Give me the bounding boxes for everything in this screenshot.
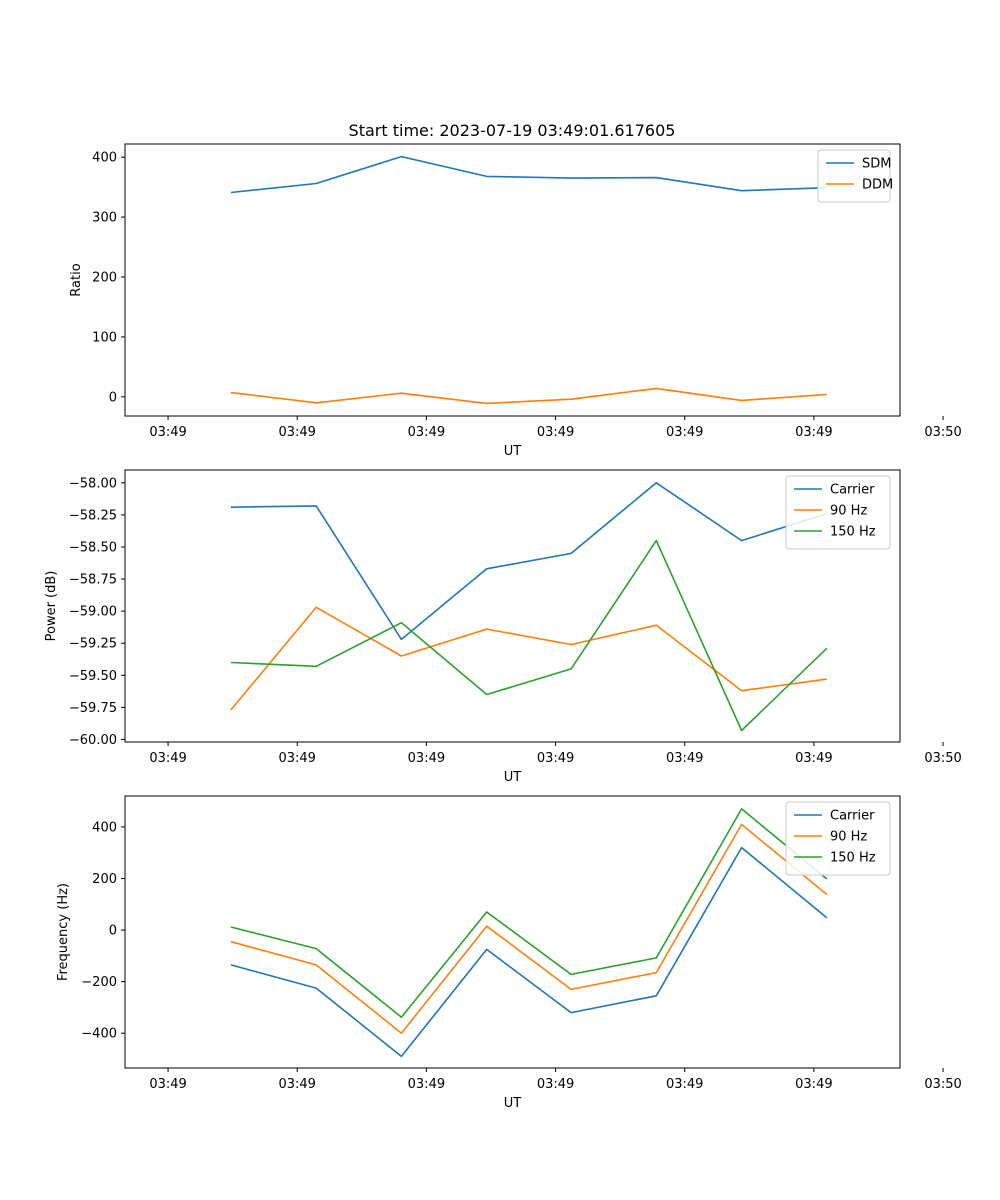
x-tick-label: 03:49 [795,751,832,766]
y-tick-label: −60.00 [69,733,117,748]
series-line-90-hz [230,606,827,711]
y-tick-label: 200 [92,271,117,286]
x-tick-label: 03:49 [149,751,186,766]
x-tick-label: 03:49 [149,425,186,440]
x-tick-label: 03:49 [537,425,574,440]
legend-label: 90 Hz [830,504,867,519]
legend: Carrier 90 Hz 150 Hz [785,475,891,550]
x-tick-label: 03:50 [924,751,961,766]
y-tick-label: −58.75 [69,573,117,588]
axes-frame [124,143,901,417]
series-line-150-hz [230,808,828,1019]
series-line-carrier [230,846,828,1058]
x-tick-label: 03:49 [795,425,832,440]
y-tick-label: 200 [92,872,117,887]
x-tick-label: 03:49 [537,751,574,766]
legend-label: 150 Hz [830,525,876,540]
x-tick-label: 03:49 [149,1077,186,1092]
axes-frame [124,795,901,1069]
y-tick-label: −59.25 [69,637,117,652]
panel-3: −400 −200 0 200 400 03:49 03:49 03:49 03:49 03:49… [56,795,962,1111]
panel-2: −60.00 −59.75 −59.50 −59.25 −59.00 −58.75 −58.… [44,469,962,785]
y-tick-label: 400 [92,820,117,835]
x-axis-label: UT [504,770,522,785]
x-tick-label: 03:49 [666,751,703,766]
y-tick-label: −200 [81,975,117,990]
y-tick-label: 100 [92,330,117,345]
legend-label: 90 Hz [830,830,867,845]
x-tick-label: 03:49 [408,425,445,440]
legend-label: DDM [862,178,893,193]
y-axis-label: Power (dB) [44,571,59,642]
legend: Carrier 90 Hz 150 Hz [785,801,891,876]
y-tick-label: −59.00 [69,605,117,620]
x-tick-label: 03:49 [537,1077,574,1092]
x-tick-label: 03:49 [795,1077,832,1092]
figure-title: Start time: 2023-07-19 03:49:01.617605 [349,121,676,140]
legend-label: Carrier [830,809,875,824]
legend: SDM DDM [817,149,893,203]
series-line-carrier [230,481,828,641]
y-tick-label: 0 [109,390,117,405]
series-line-ddm [230,387,827,405]
y-tick-label: −58.00 [69,476,117,491]
panels: 0 100 200 300 400 03:49 03:49 03:49 03:49 03:49 03… [44,143,962,1111]
y-tick-label: 400 [92,151,117,166]
axes-frame [124,469,901,743]
x-tick-label: 03:50 [924,1077,961,1092]
series-line-150-hz [230,539,828,732]
series-line-sdm [230,155,827,194]
panel-1: 0 100 200 300 400 03:49 03:49 03:49 03:49 03:49 03… [69,143,962,459]
x-tick-label: 03:49 [408,751,445,766]
x-tick-label: 03:49 [278,425,315,440]
y-axis-label: Frequency (Hz) [56,883,71,981]
y-tick-label: 300 [92,211,117,226]
x-tick-label: 03:49 [666,1077,703,1092]
legend-label: Carrier [830,483,875,498]
x-tick-label: 03:49 [666,425,703,440]
x-tick-label: 03:49 [278,751,315,766]
y-axis-label: Ratio [69,263,84,296]
x-axis-label: UT [504,1096,522,1111]
x-tick-label: 03:49 [278,1077,315,1092]
y-tick-label: −59.75 [69,701,117,716]
legend-label: SDM [862,157,891,172]
y-tick-label: 0 [109,924,117,939]
y-tick-label: −58.50 [69,540,117,555]
y-tick-label: −58.25 [69,508,117,523]
y-tick-label: −400 [81,1027,117,1042]
x-tick-label: 03:49 [408,1077,445,1092]
series-line-90-hz [230,823,828,1034]
x-tick-label: 03:50 [924,425,961,440]
x-axis-label: UT [504,444,522,459]
y-tick-label: −59.50 [69,669,117,684]
legend-label: 150 Hz [830,851,876,866]
